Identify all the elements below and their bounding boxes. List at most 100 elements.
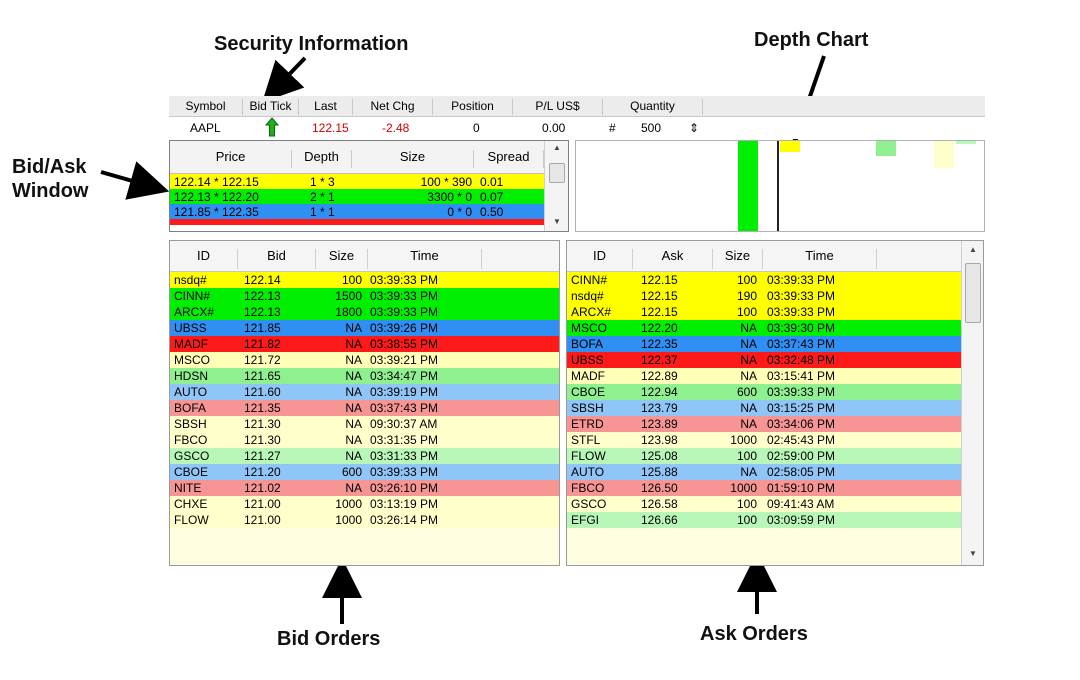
- bid_orders-row[interactable]: CINN# 122.13 1500 03:39:33 PM: [170, 288, 559, 304]
- time-cell: 03:15:41 PM: [767, 369, 836, 383]
- ask_orders-row[interactable]: nsdq# 122.15 190 03:39:33 PM: [567, 288, 961, 304]
- ask_orders-row[interactable]: EFGI 126.66 100 03:09:59 PM: [567, 512, 961, 528]
- ask_orders-row[interactable]: FLOW 125.08 100 02:59:00 PM: [567, 448, 961, 464]
- size-cell: NA: [345, 449, 362, 463]
- bid_orders-row[interactable]: MADF 121.82 NA 03:38:55 PM: [170, 336, 559, 352]
- bid-ask-row[interactable]: 121.85 * 122.35 1 * 1 0 * 0 0.50: [170, 204, 544, 219]
- ask_orders-row[interactable]: GSCO 126.58 100 09:41:43 AM: [567, 496, 961, 512]
- depth-bar-bid: [738, 141, 758, 231]
- depth-bar-ask: [876, 141, 896, 156]
- id-cell: SBSH: [174, 417, 207, 431]
- ask_orders-row[interactable]: FBCO 126.50 1000 01:59:10 PM: [567, 480, 961, 496]
- ask_orders-row[interactable]: BOFA 122.35 NA 03:37:43 PM: [567, 336, 961, 352]
- bid_orders-row[interactable]: SBSH 121.30 NA 09:30:37 AM: [170, 416, 559, 432]
- bid_orders-row[interactable]: UBSS 121.85 NA 03:39:26 PM: [170, 320, 559, 336]
- size-cell: 1800: [335, 305, 362, 319]
- ask-header-id: ID: [567, 249, 633, 269]
- quantity-hash: #: [609, 121, 616, 135]
- id-cell: ARCX#: [571, 305, 612, 319]
- bid_orders-row[interactable]: ARCX# 122.13 1800 03:39:33 PM: [170, 304, 559, 320]
- size-cell: NA: [740, 401, 757, 415]
- bid_orders-row[interactable]: HDSN 121.65 NA 03:34:47 PM: [170, 368, 559, 384]
- bid-orders-header: ID Bid Size Time: [170, 241, 559, 272]
- size-cell: NA: [345, 385, 362, 399]
- ask-orders-scrollbar[interactable]: ▲ ▼: [961, 241, 983, 565]
- ask-header-ask: Ask: [633, 249, 713, 269]
- bid_orders-row[interactable]: FBCO 121.30 NA 03:31:35 PM: [170, 432, 559, 448]
- id-cell: STFL: [571, 433, 601, 447]
- bid_orders-row[interactable]: CBOE 121.20 600 03:39:33 PM: [170, 464, 559, 480]
- time-cell: 03:09:59 PM: [767, 513, 836, 527]
- id-cell: FBCO: [571, 481, 605, 495]
- size-cell: NA: [740, 353, 757, 367]
- size-cell: NA: [345, 417, 362, 431]
- header-spread: Spread: [474, 150, 544, 168]
- quantity-input[interactable]: 500: [641, 121, 662, 135]
- header-bid-tick: Bid Tick: [243, 99, 299, 115]
- ask_orders-row[interactable]: UBSS 122.37 NA 03:32:48 PM: [567, 352, 961, 368]
- price-cell: 121.82: [244, 337, 281, 351]
- ask_orders-row[interactable]: STFL 123.98 1000 02:45:43 PM: [567, 432, 961, 448]
- ask_orders-row[interactable]: MSCO 122.20 NA 03:39:30 PM: [567, 320, 961, 336]
- time-cell: 03:39:33 PM: [370, 305, 439, 319]
- bid_orders-row[interactable]: AUTO 121.60 NA 03:39:19 PM: [170, 384, 559, 400]
- security-information-callout: Security Information: [214, 33, 409, 55]
- price-cell: 121.27: [244, 449, 281, 463]
- size-cell: 100: [341, 273, 362, 287]
- ask-scroll-thumb[interactable]: [965, 263, 981, 323]
- price-cell: 122.13 * 122.20: [174, 190, 259, 204]
- quantity-spinner-icon[interactable]: ⇕: [689, 121, 700, 135]
- price-cell: 122.15: [641, 273, 678, 287]
- id-cell: CBOE: [571, 385, 606, 399]
- header-net-chg: Net Chg: [353, 99, 433, 115]
- bid-orders-callout: Bid Orders: [277, 628, 381, 650]
- ask_orders-row[interactable]: SBSH 123.79 NA 03:15:25 PM: [567, 400, 961, 416]
- depth-chart-callout: Depth Chart: [754, 29, 869, 51]
- time-cell: 09:30:37 AM: [370, 417, 438, 431]
- bid_orders-row[interactable]: MSCO 121.72 NA 03:39:21 PM: [170, 352, 559, 368]
- ask_orders-row[interactable]: CBOE 122.94 600 03:39:33 PM: [567, 384, 961, 400]
- bid_orders-row[interactable]: NITE 121.02 NA 03:26:10 PM: [170, 480, 559, 496]
- ask_orders-row[interactable]: AUTO 125.88 NA 02:58:05 PM: [567, 464, 961, 480]
- price-cell: 123.89: [641, 417, 678, 431]
- size-cell: NA: [740, 337, 757, 351]
- id-cell: AUTO: [174, 385, 208, 399]
- price-cell: 125.88: [641, 465, 678, 479]
- ask_orders-row[interactable]: ARCX# 122.15 100 03:39:33 PM: [567, 304, 961, 320]
- price-cell: 126.50: [641, 481, 678, 495]
- time-cell: 03:38:55 PM: [370, 337, 439, 351]
- size-cell: 3300 * 0: [427, 190, 472, 204]
- bid_orders-row[interactable]: GSCO 121.27 NA 03:31:33 PM: [170, 448, 559, 464]
- bid_orders-row[interactable]: BOFA 121.35 NA 03:37:43 PM: [170, 400, 559, 416]
- bid_orders-row[interactable]: nsdq# 122.14 100 03:39:33 PM: [170, 272, 559, 288]
- ask_orders-row[interactable]: CINN# 122.15 100 03:39:33 PM: [567, 272, 961, 288]
- ask_orders-row[interactable]: ETRD 123.89 NA 03:34:06 PM: [567, 416, 961, 432]
- ask-scroll-down-icon[interactable]: ▼: [969, 549, 977, 558]
- bid-ask-row[interactable]: 122.14 * 122.15 1 * 3 100 * 390 0.01: [170, 174, 544, 189]
- size-cell: NA: [345, 369, 362, 383]
- size-cell: 190: [736, 289, 757, 303]
- bid-ask-row[interactable]: 122.13 * 122.20 2 * 1 3300 * 0 0.07: [170, 189, 544, 204]
- price-cell: 122.35: [641, 337, 678, 351]
- size-cell: 600: [341, 465, 362, 479]
- scroll-down-icon[interactable]: ▼: [553, 217, 561, 226]
- bid-ask-scrollbar[interactable]: ▲ ▼: [544, 141, 568, 231]
- scroll-thumb[interactable]: [549, 163, 565, 183]
- scroll-up-icon[interactable]: ▲: [553, 143, 561, 152]
- id-cell: nsdq#: [571, 289, 604, 303]
- ask_orders-row[interactable]: MADF 122.89 NA 03:15:41 PM: [567, 368, 961, 384]
- spread-cell: 0.01: [480, 175, 504, 189]
- ask-orders-callout: Ask Orders: [700, 623, 808, 645]
- id-cell: nsdq#: [174, 273, 207, 287]
- price-cell: 121.85: [244, 321, 281, 335]
- price-cell: 122.15: [641, 289, 678, 303]
- price-cell: 121.35: [244, 401, 281, 415]
- bid_orders-row[interactable]: CHXE 121.00 1000 03:13:19 PM: [170, 496, 559, 512]
- time-cell: 03:31:35 PM: [370, 433, 439, 447]
- time-cell: 03:39:33 PM: [370, 273, 439, 287]
- ask-scroll-up-icon[interactable]: ▲: [969, 245, 977, 254]
- bid_orders-row[interactable]: FLOW 121.00 1000 03:26:14 PM: [170, 512, 559, 528]
- size-cell: NA: [345, 337, 362, 351]
- symbol-value[interactable]: AAPL: [190, 121, 221, 135]
- up-arrow-icon: [264, 117, 280, 140]
